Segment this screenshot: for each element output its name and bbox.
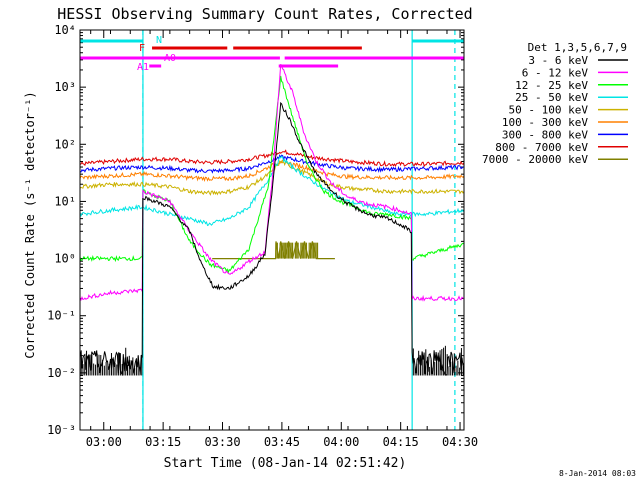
- flag-label-a0: A0: [164, 53, 176, 64]
- y-axis-label: Corrected Count Rate (s⁻¹ detector⁻¹): [23, 91, 37, 358]
- plot-area: 10⁻³ 10⁻² 10⁻¹ 10⁰ 10¹ 10² 10³ 10⁴ 03:00 03:15 03:…: [47, 23, 478, 449]
- y-tick-label: 10⁻¹: [47, 309, 76, 323]
- legend-title: Det 1,3,5,6,7,9: [528, 41, 627, 54]
- legend-label: 50 - 100 keV: [509, 104, 589, 117]
- legend-label: 12 - 25 keV: [515, 79, 588, 92]
- x-tick-label: 03:45: [264, 435, 300, 449]
- series-line: [79, 159, 465, 182]
- legend-label: 25 - 50 keV: [515, 91, 588, 104]
- plot-frame: [79, 29, 465, 431]
- y-tick-label: 10²: [54, 137, 76, 151]
- x-tick-label: 03:30: [204, 435, 240, 449]
- legend-label: 7000 - 20000 keV: [482, 153, 588, 166]
- series-line: [79, 101, 465, 376]
- x-tick-label: 04:30: [442, 435, 478, 449]
- legend-label: 300 - 800 keV: [502, 128, 588, 141]
- chart-title: HESSI Observing Summary Count Rates, Cor…: [57, 5, 472, 23]
- legend-label: 3 - 6 keV: [528, 54, 588, 67]
- x-axis-label: Start Time (08-Jan-14 02:51:42): [164, 456, 407, 471]
- series-line: [79, 155, 465, 227]
- y-tick-label: 10⁴: [54, 23, 76, 37]
- x-tick-label: 04:15: [383, 435, 419, 449]
- legend-label: 800 - 7000 keV: [495, 141, 588, 154]
- timestamp: 8-Jan-2014 08:03: [559, 469, 636, 478]
- y-tick-label: 10⁰: [54, 252, 76, 266]
- series-line: [79, 64, 465, 302]
- y-tick-label: 10³: [54, 80, 76, 94]
- flag-label-f: F: [139, 43, 145, 54]
- x-tick-label: 03:15: [145, 435, 181, 449]
- x-tick-label: 03:00: [86, 435, 122, 449]
- flag-label-n: N: [156, 35, 162, 46]
- legend-label: 100 - 300 keV: [502, 116, 588, 129]
- series-line: [79, 154, 464, 174]
- y-tick-label: 10⁻³: [47, 423, 76, 437]
- flag-label-a1: A1: [137, 62, 149, 73]
- y-tick-label: 10¹: [54, 194, 76, 208]
- series-line: [79, 160, 465, 196]
- x-tick-label: 04:00: [323, 435, 359, 449]
- legend-label: 6 - 12 keV: [522, 66, 589, 79]
- y-tick-label: 10⁻²: [47, 366, 76, 380]
